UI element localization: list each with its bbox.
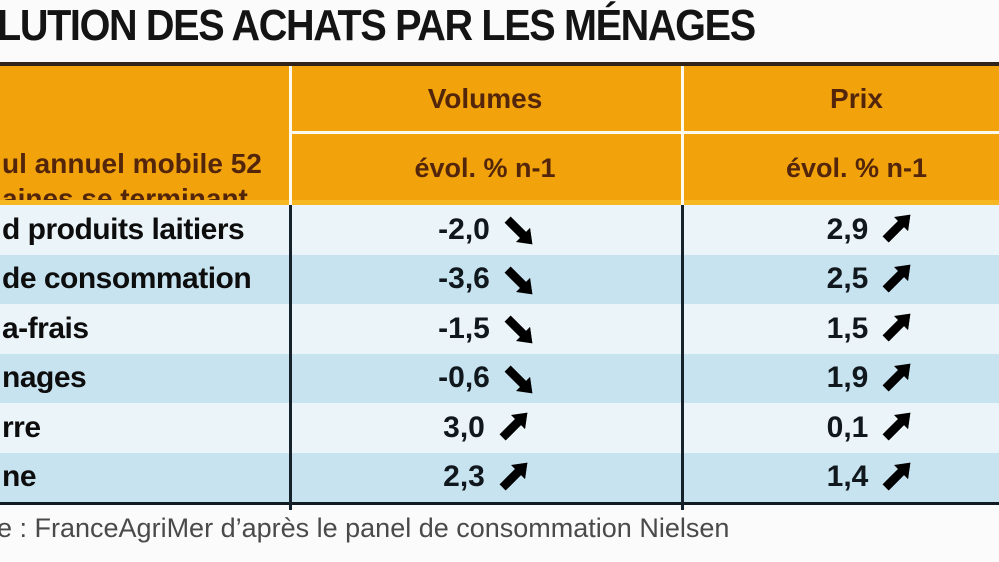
column-header-volumes: Volumes [427,83,543,114]
subheader-volumes-evolution: évol. % n-1 [414,152,556,183]
trend-arrow-icon [882,363,911,392]
prix-value: 2,5 [826,262,869,296]
trend-arrow-icon [504,266,533,295]
table-row: ne 2,3 1,4 [0,452,999,503]
header-column-divider-2 [681,66,684,205]
source-credit: e : FranceAgriMer d’après le panel de co… [0,513,730,543]
column-header-prix: Prix [830,83,883,114]
volume-value-cell: -2,0 [290,205,682,255]
prix-value-cell: 2,5 [682,255,999,305]
prix-value: 1,4 [826,460,869,494]
row-label: d produits laitiers [2,212,245,246]
trend-arrow-icon [504,216,533,245]
header-horizontal-divider [292,131,999,134]
prix-value: 1,5 [826,311,869,345]
volume-value-cell: -0,6 [290,354,682,404]
prix-value: 1,9 [826,361,869,395]
body-column-divider-1 [289,205,292,510]
volume-value-cell: -1,5 [290,304,682,354]
volume-value-cell: 2,3 [290,453,682,503]
table-row: de consommation -3,6 2,5 [0,254,999,305]
table-row: d produits laitiers -2,0 2,9 [0,205,999,255]
table-row: a-frais -1,5 1,5 [0,304,999,354]
row-label: a-frais [2,311,89,345]
page-title: LUTION DES ACHATS PAR LES MÉNAGES [0,1,756,50]
prix-value-cell: 0,1 [682,403,999,453]
table-bottom-border [0,502,999,505]
subheader-prix-evolution: évol. % n-1 [785,152,928,183]
trend-arrow-icon [882,412,911,441]
header-column-divider-1 [289,66,292,205]
volume-value: 2,3 [443,460,485,494]
volume-value: 3,0 [443,410,485,444]
prix-value-cell: 1,5 [682,304,999,354]
trend-arrow-icon [504,315,533,344]
body-column-divider-2 [681,205,684,510]
trend-arrow-icon [882,214,911,243]
prix-value-cell: 1,9 [682,354,999,404]
row-label: de consommation [2,262,252,296]
volume-value-cell: 3,0 [290,403,682,453]
prix-value: 2,9 [826,212,869,246]
prix-value-cell: 1,4 [682,453,999,503]
trend-arrow-icon [882,462,911,491]
row-label: nages [2,361,87,395]
trend-arrow-icon [499,462,528,491]
volume-value: -3,6 [438,262,490,296]
title-divider [0,62,999,66]
period-line-1: ul annuel mobile 52 [2,148,262,179]
volume-value: -1,5 [438,311,490,345]
trend-arrow-icon [882,313,911,342]
row-label: ne [2,460,37,494]
volume-value: -2,0 [438,212,490,246]
volume-value: -0,6 [438,361,490,395]
volume-value-cell: -3,6 [290,255,682,305]
prix-value-cell: 2,9 [682,205,999,255]
trend-arrow-icon [499,412,528,441]
trend-arrow-icon [504,365,533,394]
table-row: rre 3,0 0,1 [0,403,999,453]
prix-value: 0,1 [826,410,869,444]
row-label: rre [2,410,41,444]
table-row: nages -0,6 1,9 [0,353,999,404]
trend-arrow-icon [882,264,911,293]
